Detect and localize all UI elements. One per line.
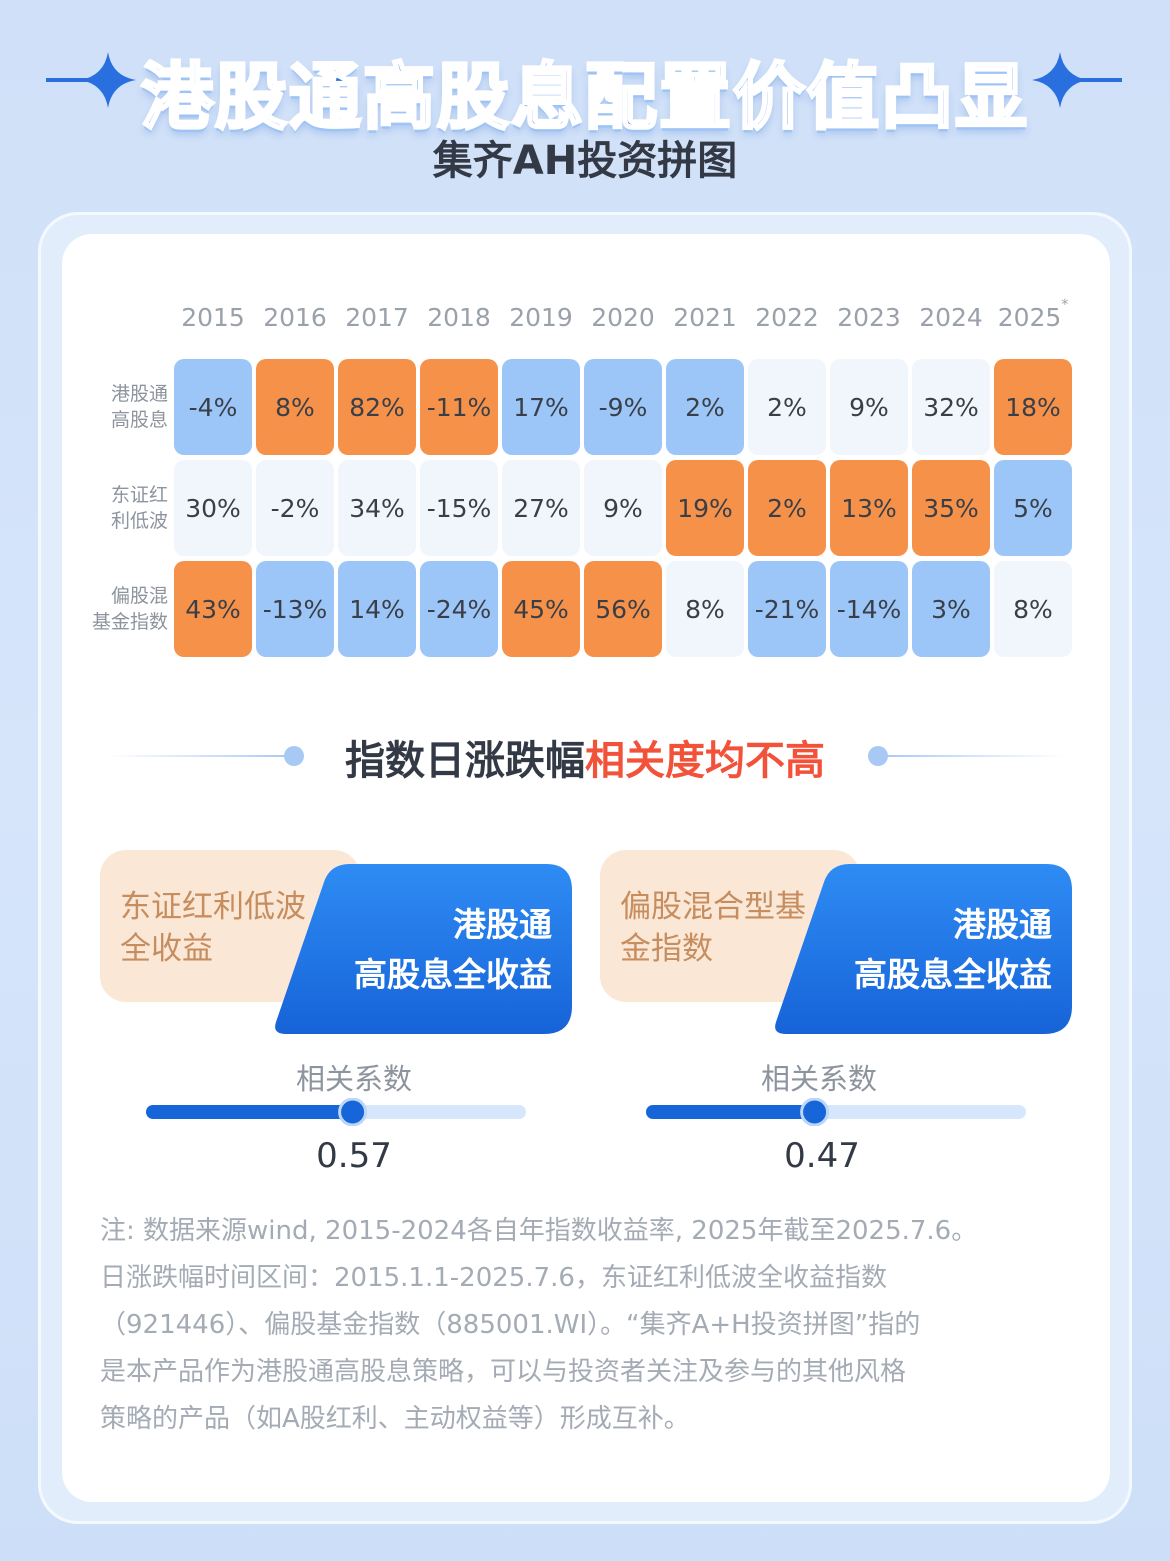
return-cell: -15%	[420, 460, 498, 556]
year-footnote-mark: *	[1061, 296, 1069, 313]
section-heading-highlight: 相关度均不高	[585, 738, 825, 784]
corr-value-1: 0.57	[316, 1136, 392, 1176]
year-label-2017: 2017	[345, 303, 409, 332]
return-cell: -9%	[584, 359, 662, 455]
return-cell: 13%	[830, 460, 908, 556]
page-subtitle: 集齐AH投资拼图	[432, 138, 738, 184]
return-cell: 18%	[994, 359, 1072, 455]
year-label-2020: 2020	[591, 303, 655, 332]
return-cell: 8%	[256, 359, 334, 455]
return-cell: 43%	[174, 561, 252, 657]
return-cell: 2%	[748, 359, 826, 455]
footnote-line: 注: 数据来源wind, 2015-2024各自年指数收益率, 2025年截至2…	[100, 1216, 978, 1246]
return-cell: 2%	[748, 460, 826, 556]
left-index-label-1-line1: 东证红利低波	[120, 889, 306, 925]
return-cell: -21%	[748, 561, 826, 657]
heading-line-left	[108, 755, 288, 757]
return-cell: -11%	[420, 359, 498, 455]
return-cell: 56%	[584, 561, 662, 657]
heading-dot-left	[284, 746, 304, 766]
corr-gauge-1	[146, 1098, 526, 1126]
row-label-3: 偏股混 基金指数	[91, 585, 168, 633]
left-index-label-1-line2: 全收益	[120, 931, 213, 967]
year-label-2016: 2016	[263, 303, 327, 332]
footnote-line: （921446）、偏股基金指数（885001.WI）。“集齐A+H投资拼图”指的	[100, 1310, 921, 1340]
return-cell: -14%	[830, 561, 908, 657]
heading-dot-right	[868, 746, 888, 766]
footnote-line: 策略的产品（如A股红利、主动权益等）形成互补。	[100, 1404, 690, 1434]
left-index-label-2-line2: 金指数	[620, 931, 713, 967]
title-row: 港股通高股息配置价值凸显	[0, 38, 1170, 141]
right-index-label-1-line1: 港股通	[453, 905, 552, 944]
right-index-label-2-line2: 高股息全收益	[854, 955, 1052, 994]
return-cell: 2%	[666, 359, 744, 455]
return-cell: 19%	[666, 460, 744, 556]
row-label-2: 东证红 利低波	[110, 484, 168, 532]
return-cell: 27%	[502, 460, 580, 556]
return-cell: 35%	[912, 460, 990, 556]
year-label-2022: 2022	[755, 303, 819, 332]
corr-gauge-knob-1	[338, 1098, 368, 1126]
corr-gauge-fill-2	[646, 1105, 815, 1119]
section-heading-prefix: 指数日涨跌幅	[345, 738, 585, 784]
row-label-1: 港股通 高股息	[110, 383, 168, 431]
right-index-label-1: 港股通 高股息全收益	[272, 900, 552, 1000]
return-cell: 82%	[338, 359, 416, 455]
corr-value-2: 0.47	[784, 1136, 860, 1176]
footnote-line: 日涨跌幅时间区间：2015.1.1-2025.7.6，东证红利低波全收益指数	[100, 1263, 887, 1293]
corr-gauge-fill-1	[146, 1105, 353, 1119]
year-label-2019: 2019	[509, 303, 573, 332]
return-cell: 8%	[666, 561, 744, 657]
corr-gauge-2	[646, 1098, 1026, 1126]
heading-line-right	[884, 755, 1064, 757]
right-index-label-1-line2: 高股息全收益	[354, 955, 552, 994]
return-cell: -4%	[174, 359, 252, 455]
left-index-label-2-line1: 偏股混合型基	[620, 889, 806, 925]
return-cell: -2%	[256, 460, 334, 556]
right-index-label-2-line1: 港股通	[953, 905, 1052, 944]
footnote-line: 是本产品作为港股通高股息策略，可以与投资者关注及参与的其他风格	[100, 1357, 907, 1387]
corr-label-1: 相关系数	[295, 1062, 412, 1096]
year-label-2018: 2018	[427, 303, 491, 332]
return-cell: -24%	[420, 561, 498, 657]
year-label-2021: 2021	[673, 303, 737, 332]
return-cell: 3%	[912, 561, 990, 657]
left-index-label-2: 偏股混合型基 金指数	[620, 886, 820, 970]
right-index-label-2: 港股通 高股息全收益	[772, 900, 1052, 1000]
year-label-2015: 2015	[181, 303, 245, 332]
return-cell: 9%	[830, 359, 908, 455]
return-cell: 8%	[994, 561, 1072, 657]
right-index-box-2	[775, 864, 1072, 1034]
return-cell: 32%	[912, 359, 990, 455]
section-heading: 指数日涨跌幅相关度均不高	[0, 728, 1170, 786]
year-label-2024: 2024	[919, 303, 983, 332]
return-cell: 17%	[502, 359, 580, 455]
return-cell: 5%	[994, 460, 1072, 556]
return-cell: 30%	[174, 460, 252, 556]
corr-label-2: 相关系数	[760, 1062, 877, 1096]
page-title: 港股通高股息配置价值凸显	[139, 54, 1029, 141]
year-label-2025: 2025*	[997, 296, 1069, 332]
left-index-label-1: 东证红利低波 全收益	[120, 886, 320, 970]
return-cell: 14%	[338, 561, 416, 657]
return-cell: 45%	[502, 561, 580, 657]
year-label-2023: 2023	[837, 303, 901, 332]
sparkle-right-icon	[1032, 52, 1122, 108]
return-cell: 34%	[338, 460, 416, 556]
return-cell: 9%	[584, 460, 662, 556]
footnote: 注: 数据来源wind, 2015-2024各自年指数收益率, 2025年截至2…	[100, 1208, 1080, 1443]
sparkle-left-icon	[46, 52, 136, 108]
right-index-box-1	[275, 864, 572, 1034]
corr-gauge-knob-2	[800, 1098, 830, 1126]
return-cell: -13%	[256, 561, 334, 657]
